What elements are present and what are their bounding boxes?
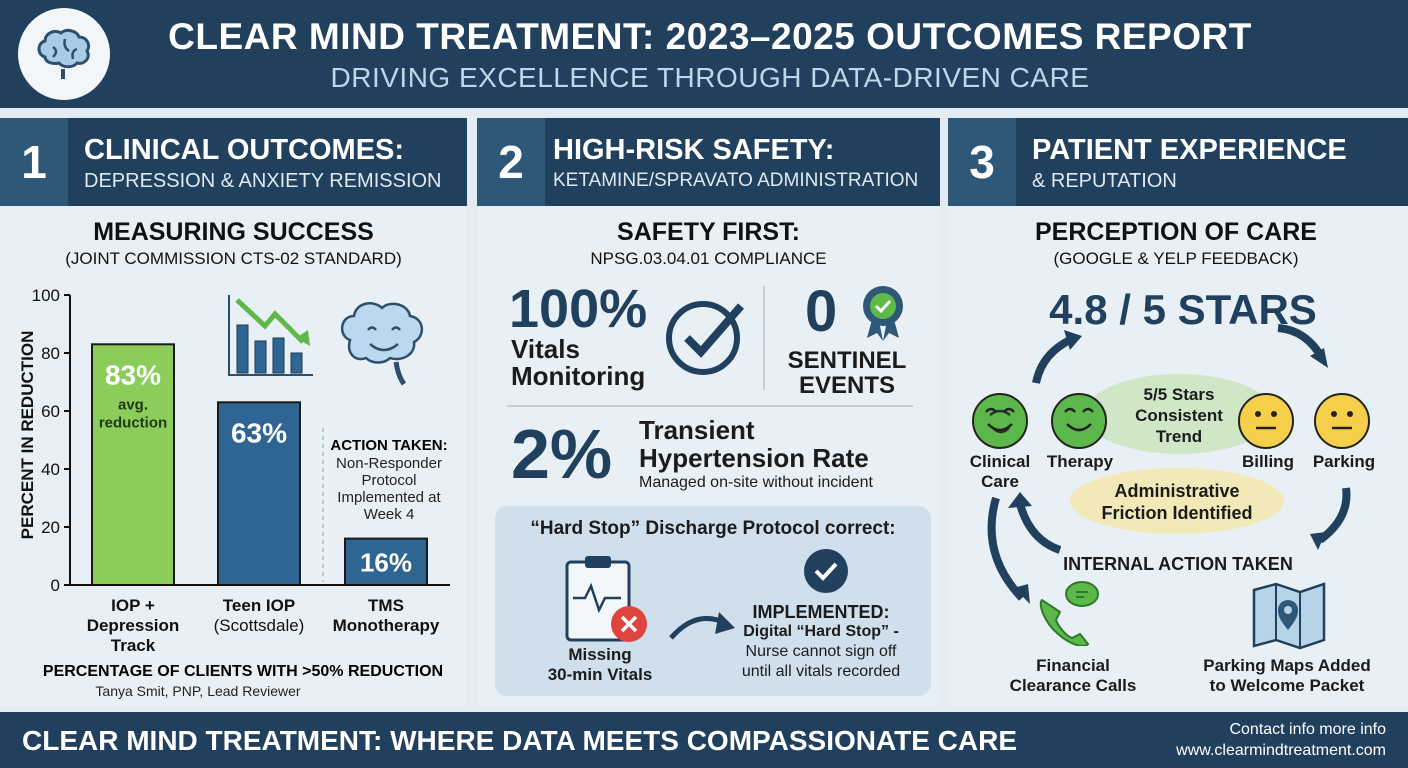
panel-number: 1 <box>0 118 68 206</box>
panel-number: 2 <box>477 118 545 206</box>
contact-info: Contact info more info <box>1229 721 1386 738</box>
panel-subtitle: & REPUTATION <box>1032 170 1177 192</box>
missing-vitals-label: Missing 30-min Vitals <box>547 645 653 684</box>
y-axis-label: PERCENT IN REDUCTION <box>18 331 37 540</box>
implemented-text: IMPLEMENTED: Digital “Hard Stop” - Nurse c… <box>741 602 901 680</box>
checkmark-circle-icon <box>666 301 745 375</box>
section-heading: MEASURING SUCCESS <box>93 218 374 246</box>
section-subheading: NPSG.03.04.01 COMPLIANCE <box>590 249 827 268</box>
section-subheading: (GOOGLE & YELP FEEDBACK) <box>1053 249 1299 268</box>
svg-text:Implemented at: Implemented at <box>337 489 441 506</box>
face-label-parking: Parking <box>1312 452 1376 471</box>
sentinel-count: 0 <box>805 279 838 344</box>
vitals-percentage: 100% <box>509 279 648 339</box>
award-ribbon-icon <box>863 286 903 341</box>
category-label: Depression <box>87 616 180 635</box>
panel-subtitle: KETAMINE/SPRAVATO ADMINISTRATION <box>553 170 919 191</box>
panel-number: 3 <box>948 118 1016 206</box>
bar <box>217 401 301 586</box>
x-axis-label: PERCENTAGE OF CLIENTS WITH >50% REDUCTIO… <box>43 663 443 680</box>
panel-clinical-outcomes: 1 CLINICAL OUTCOMES: DEPRESSION & ANXIET… <box>0 118 467 706</box>
panel-title: PATIENT EXPERIENCE <box>1032 134 1347 166</box>
section-subheading: (JOINT COMMISSION CTS-02 STANDARD) <box>65 249 402 268</box>
star-rating: 4.8 / 5 STARS <box>1049 286 1317 333</box>
header-banner: CLEAR MIND TREATMENT: 2023–2025 OUTCOMES… <box>0 0 1408 108</box>
footer-banner: CLEAR MIND TREATMENT: WHERE DATA MEETS C… <box>0 712 1408 768</box>
phone-chat-icon <box>1039 581 1099 646</box>
vitals-label: Vitals Monitoring <box>511 334 646 391</box>
map-pin-icon <box>1252 582 1326 650</box>
happy-face-icon <box>972 393 1028 449</box>
bar <box>344 537 428 587</box>
category-label: Monotherapy <box>333 616 440 635</box>
y-tick-label: 60 <box>41 402 60 421</box>
neutral-face-icon <box>1238 393 1294 449</box>
panel-header: 2 HIGH-RISK SAFETY: KETAMINE/SPRAVATO AD… <box>477 118 940 206</box>
section-heading: PERCEPTION OF CARE <box>1035 218 1317 246</box>
y-tick-label: 80 <box>41 344 60 363</box>
report-subtitle: DRIVING EXCELLENCE THROUGH DATA-DRIVEN C… <box>330 62 1090 93</box>
section-heading: SAFETY FIRST: <box>617 218 800 246</box>
parking-maps-label: Parking Maps Added to Welcome Packet <box>1203 656 1371 695</box>
financial-calls-label: Financial Clearance Calls <box>1009 656 1137 695</box>
panel-high-risk-safety: 2 HIGH-RISK SAFETY: KETAMINE/SPRAVATO AD… <box>477 118 940 706</box>
y-tick-label: 40 <box>41 460 60 479</box>
face-label-clinical-care: Clinical Care <box>969 452 1031 491</box>
category-label: Track <box>111 636 156 655</box>
bar-data-label: 16% <box>360 548 412 578</box>
hypertension-note: Managed on-site without incident <box>639 474 873 491</box>
website-link[interactable]: www.clearmindtreatment.com <box>1176 742 1386 759</box>
reviewer-credit: Tanya Smit, PNP, Lead Reviewer <box>95 683 301 699</box>
feedback-cycle-arrows <box>948 324 1353 604</box>
category-label: IOP + <box>111 596 155 615</box>
happy-brain-icon <box>341 302 423 386</box>
category-label: Teen IOP <box>223 596 295 615</box>
hypertension-label: Transient Hypertension Rate <box>639 415 869 473</box>
check-circle-icon <box>804 549 848 593</box>
protocol-box: “Hard Stop” Discharge Protocol correct: … <box>495 506 931 696</box>
panel-subtitle: DEPRESSION & ANXIETY REMISSION <box>84 170 442 192</box>
report-title: CLEAR MIND TREATMENT: 2023–2025 OUTCOMES… <box>168 16 1252 57</box>
y-tick-label: 20 <box>41 518 60 537</box>
category-label: (Scottsdale) <box>214 616 305 635</box>
brain-logo-icon <box>18 8 110 100</box>
bar-chart: PERCENT IN REDUCTION 0 20 40 60 80 100 83% IOP … <box>18 286 450 699</box>
divider <box>507 405 913 407</box>
panel-patient-experience: 3 PATIENT EXPERIENCE & REPUTATION PERCEP… <box>948 118 1408 706</box>
y-tick-label: 0 <box>51 576 60 595</box>
internal-action-title: INTERNAL ACTION TAKEN <box>1063 554 1293 574</box>
divider <box>763 286 765 390</box>
bar <box>91 343 175 586</box>
svg-text:Non-Responder: Non-Responder <box>336 455 442 472</box>
happy-face-icon <box>1051 393 1107 449</box>
sentinel-label: SENTINEL EVENTS <box>787 347 907 399</box>
svg-text:Week 4: Week 4 <box>364 506 415 523</box>
y-tick-label: 100 <box>32 286 60 305</box>
arrow-right-icon <box>669 612 735 640</box>
face-label-therapy: Therapy <box>1046 452 1114 471</box>
bar-sublabel: avg. <box>118 396 148 413</box>
panel-header: 1 CLINICAL OUTCOMES: DEPRESSION & ANXIET… <box>0 118 467 206</box>
face-label-billing: Billing <box>1242 452 1294 471</box>
friction-bubble: Administrative Friction Identified <box>1070 468 1284 534</box>
hypertension-rate: 2% <box>511 415 613 493</box>
panel-header: 3 PATIENT EXPERIENCE & REPUTATION <box>948 118 1408 206</box>
footer-tagline: CLEAR MIND TREATMENT: WHERE DATA MEETS C… <box>22 725 1018 756</box>
protocol-title: “Hard Stop” Discharge Protocol correct: <box>530 518 896 539</box>
category-label: TMS <box>368 596 404 615</box>
panel-title: CLINICAL OUTCOMES: <box>84 134 405 166</box>
trend-chart-icon <box>228 295 313 376</box>
bar-data-label: 63% <box>231 417 287 448</box>
svg-text:Protocol: Protocol <box>361 472 416 489</box>
neutral-face-icon <box>1314 393 1370 449</box>
bar-data-label: 83% <box>105 359 161 390</box>
action-taken-title: ACTION TAKEN: <box>330 437 447 454</box>
clipboard-error-icon <box>565 556 647 642</box>
panel-title: HIGH-RISK SAFETY: <box>553 134 835 166</box>
bar-sublabel: reduction <box>99 414 167 431</box>
